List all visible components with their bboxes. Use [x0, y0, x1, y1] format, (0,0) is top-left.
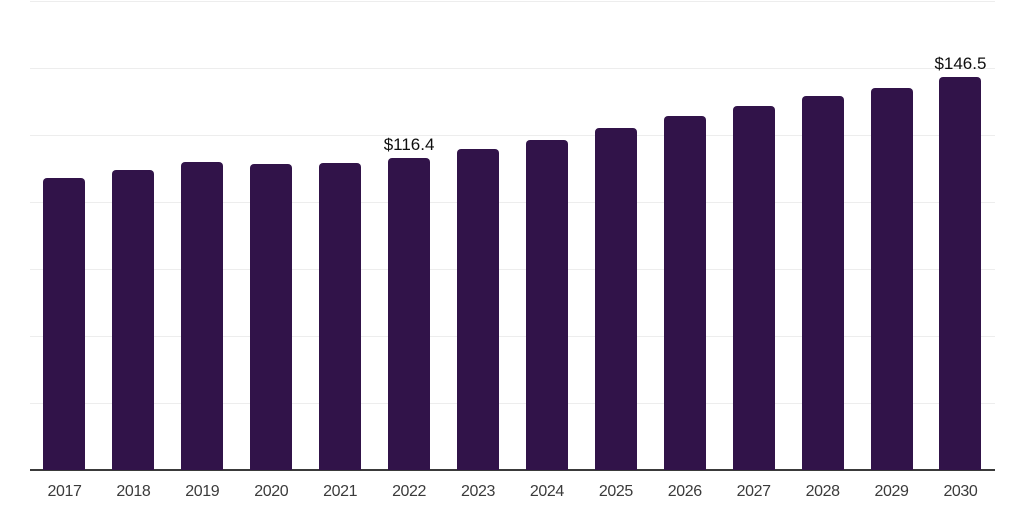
bar-2019[interactable] — [181, 162, 224, 470]
x-tick-2020: 2020 — [254, 483, 289, 500]
bar-slot-2019 — [168, 0, 237, 470]
x-tick-2026: 2026 — [667, 483, 702, 500]
gridline-125 — [30, 135, 995, 136]
bar-slot-2021 — [306, 0, 375, 470]
bar-slot-2030: $146.5 — [926, 0, 995, 470]
gridline-25 — [30, 403, 995, 404]
x-tick-2023: 2023 — [460, 483, 495, 500]
bar-slot-2020 — [237, 0, 306, 470]
x-tick-2025: 2025 — [598, 483, 633, 500]
bar-slot-2026 — [650, 0, 719, 470]
bar-slot-2023 — [444, 0, 513, 470]
bar-slot-2024 — [512, 0, 581, 470]
bar-2020[interactable] — [250, 163, 293, 470]
bar-slot-2017 — [30, 0, 99, 470]
x-tick-2018: 2018 — [116, 483, 151, 500]
x-tick-2030: 2030 — [943, 483, 978, 500]
bar-slot-2022: $116.4 — [375, 0, 444, 470]
bars-container: $116.4 $146.5 — [30, 0, 995, 470]
bar-2017[interactable] — [43, 177, 86, 470]
x-tick-2019: 2019 — [185, 483, 220, 500]
bar-slot-2028 — [788, 0, 857, 470]
bar-slot-2029 — [857, 0, 926, 470]
x-tick-2021: 2021 — [323, 483, 358, 500]
bar-value-label-2022: $116.4 — [383, 135, 435, 155]
x-tick-2029: 2029 — [874, 483, 909, 500]
gridline-75 — [30, 269, 995, 270]
bar-2021[interactable] — [319, 163, 362, 470]
bar-value-label-2030: $146.5 — [934, 54, 987, 74]
x-axis-line — [30, 469, 995, 471]
bar-2030[interactable] — [939, 77, 982, 470]
bar-2027[interactable] — [732, 105, 775, 470]
bar-2026[interactable] — [663, 116, 706, 470]
gridline-175 — [30, 1, 995, 2]
gridline-150 — [30, 68, 995, 69]
x-tick-2027: 2027 — [736, 483, 771, 500]
bar-slot-2018 — [99, 0, 168, 470]
bar-2028[interactable] — [801, 95, 844, 470]
bar-slot-2027 — [719, 0, 788, 470]
bar-2018[interactable] — [112, 169, 155, 470]
bar-2022[interactable] — [388, 158, 431, 470]
bar-slot-2025 — [581, 0, 650, 470]
x-axis-tick-labels: 2017 2018 2019 2020 2021 2022 2023 2024 2025 2026… — [30, 483, 995, 501]
bar-2023[interactable] — [456, 149, 499, 470]
bar-2029[interactable] — [870, 87, 913, 470]
x-tick-2028: 2028 — [805, 483, 840, 500]
bar-2025[interactable] — [594, 128, 637, 470]
bar-2024[interactable] — [525, 140, 568, 470]
gridline-100 — [30, 202, 995, 203]
x-tick-2024: 2024 — [529, 483, 564, 500]
gridline-50 — [30, 336, 995, 337]
x-tick-2022: 2022 — [392, 483, 427, 500]
x-tick-2017: 2017 — [47, 483, 82, 500]
